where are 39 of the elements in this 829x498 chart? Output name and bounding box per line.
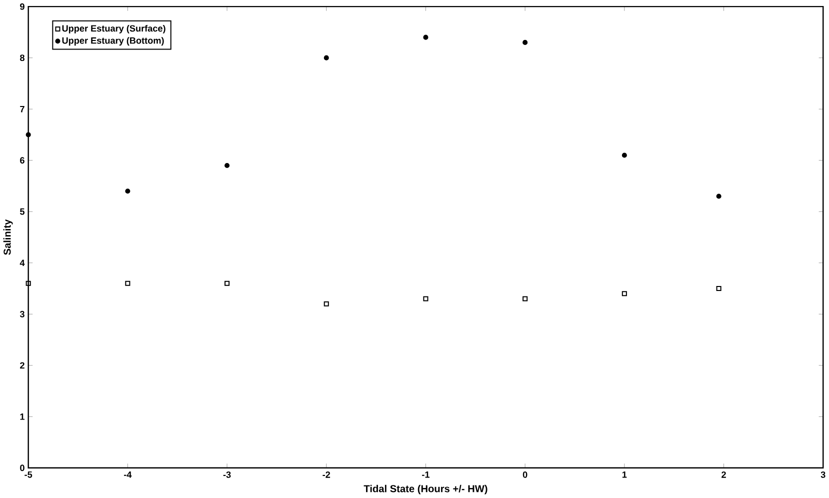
legend-label: Upper Estuary (Surface) [62, 25, 166, 34]
x-tick-label: -1 [422, 472, 430, 478]
x-tick-label: 3 [820, 472, 826, 478]
y-tick-label: 7 [20, 106, 24, 112]
point [26, 132, 31, 138]
point [522, 296, 528, 302]
y-tick-label: 8 [20, 54, 24, 62]
x-tick-label: -2 [322, 472, 330, 478]
y-tick-label: 6 [20, 157, 24, 164]
point [125, 281, 130, 286]
y-tick-label: 1 [20, 414, 25, 420]
point [423, 296, 428, 302]
point [716, 286, 722, 292]
y-tick-label: 4 [20, 260, 25, 266]
point [224, 163, 230, 168]
x-tick-label: -3 [223, 472, 231, 478]
point [324, 55, 329, 61]
y-tick-label: 2 [20, 362, 24, 369]
y-tick-label: 0 [20, 464, 24, 472]
point [26, 281, 31, 286]
y-tick-label: 9 [20, 4, 24, 10]
x-tick-label: -5 [24, 472, 32, 478]
x-axis-title: Tidal State (Hours +/- HW) [364, 485, 488, 494]
y-tick-label: 5 [20, 208, 25, 215]
y-tick-label: 3 [20, 311, 24, 318]
point [423, 34, 428, 40]
point [622, 291, 627, 296]
point [324, 302, 329, 307]
x-tick-label: 0 [522, 472, 528, 478]
x-tick-label: 1 [622, 472, 627, 478]
x-tick-label: 2 [722, 472, 726, 478]
point [522, 40, 528, 46]
point [224, 281, 230, 286]
point [125, 188, 130, 194]
y-axis-title: Salinity [3, 220, 13, 256]
point [716, 194, 722, 199]
point [622, 152, 627, 158]
legend-label: Upper Estuary (Bottom) [62, 37, 164, 46]
x-tick-label: -4 [124, 472, 132, 478]
